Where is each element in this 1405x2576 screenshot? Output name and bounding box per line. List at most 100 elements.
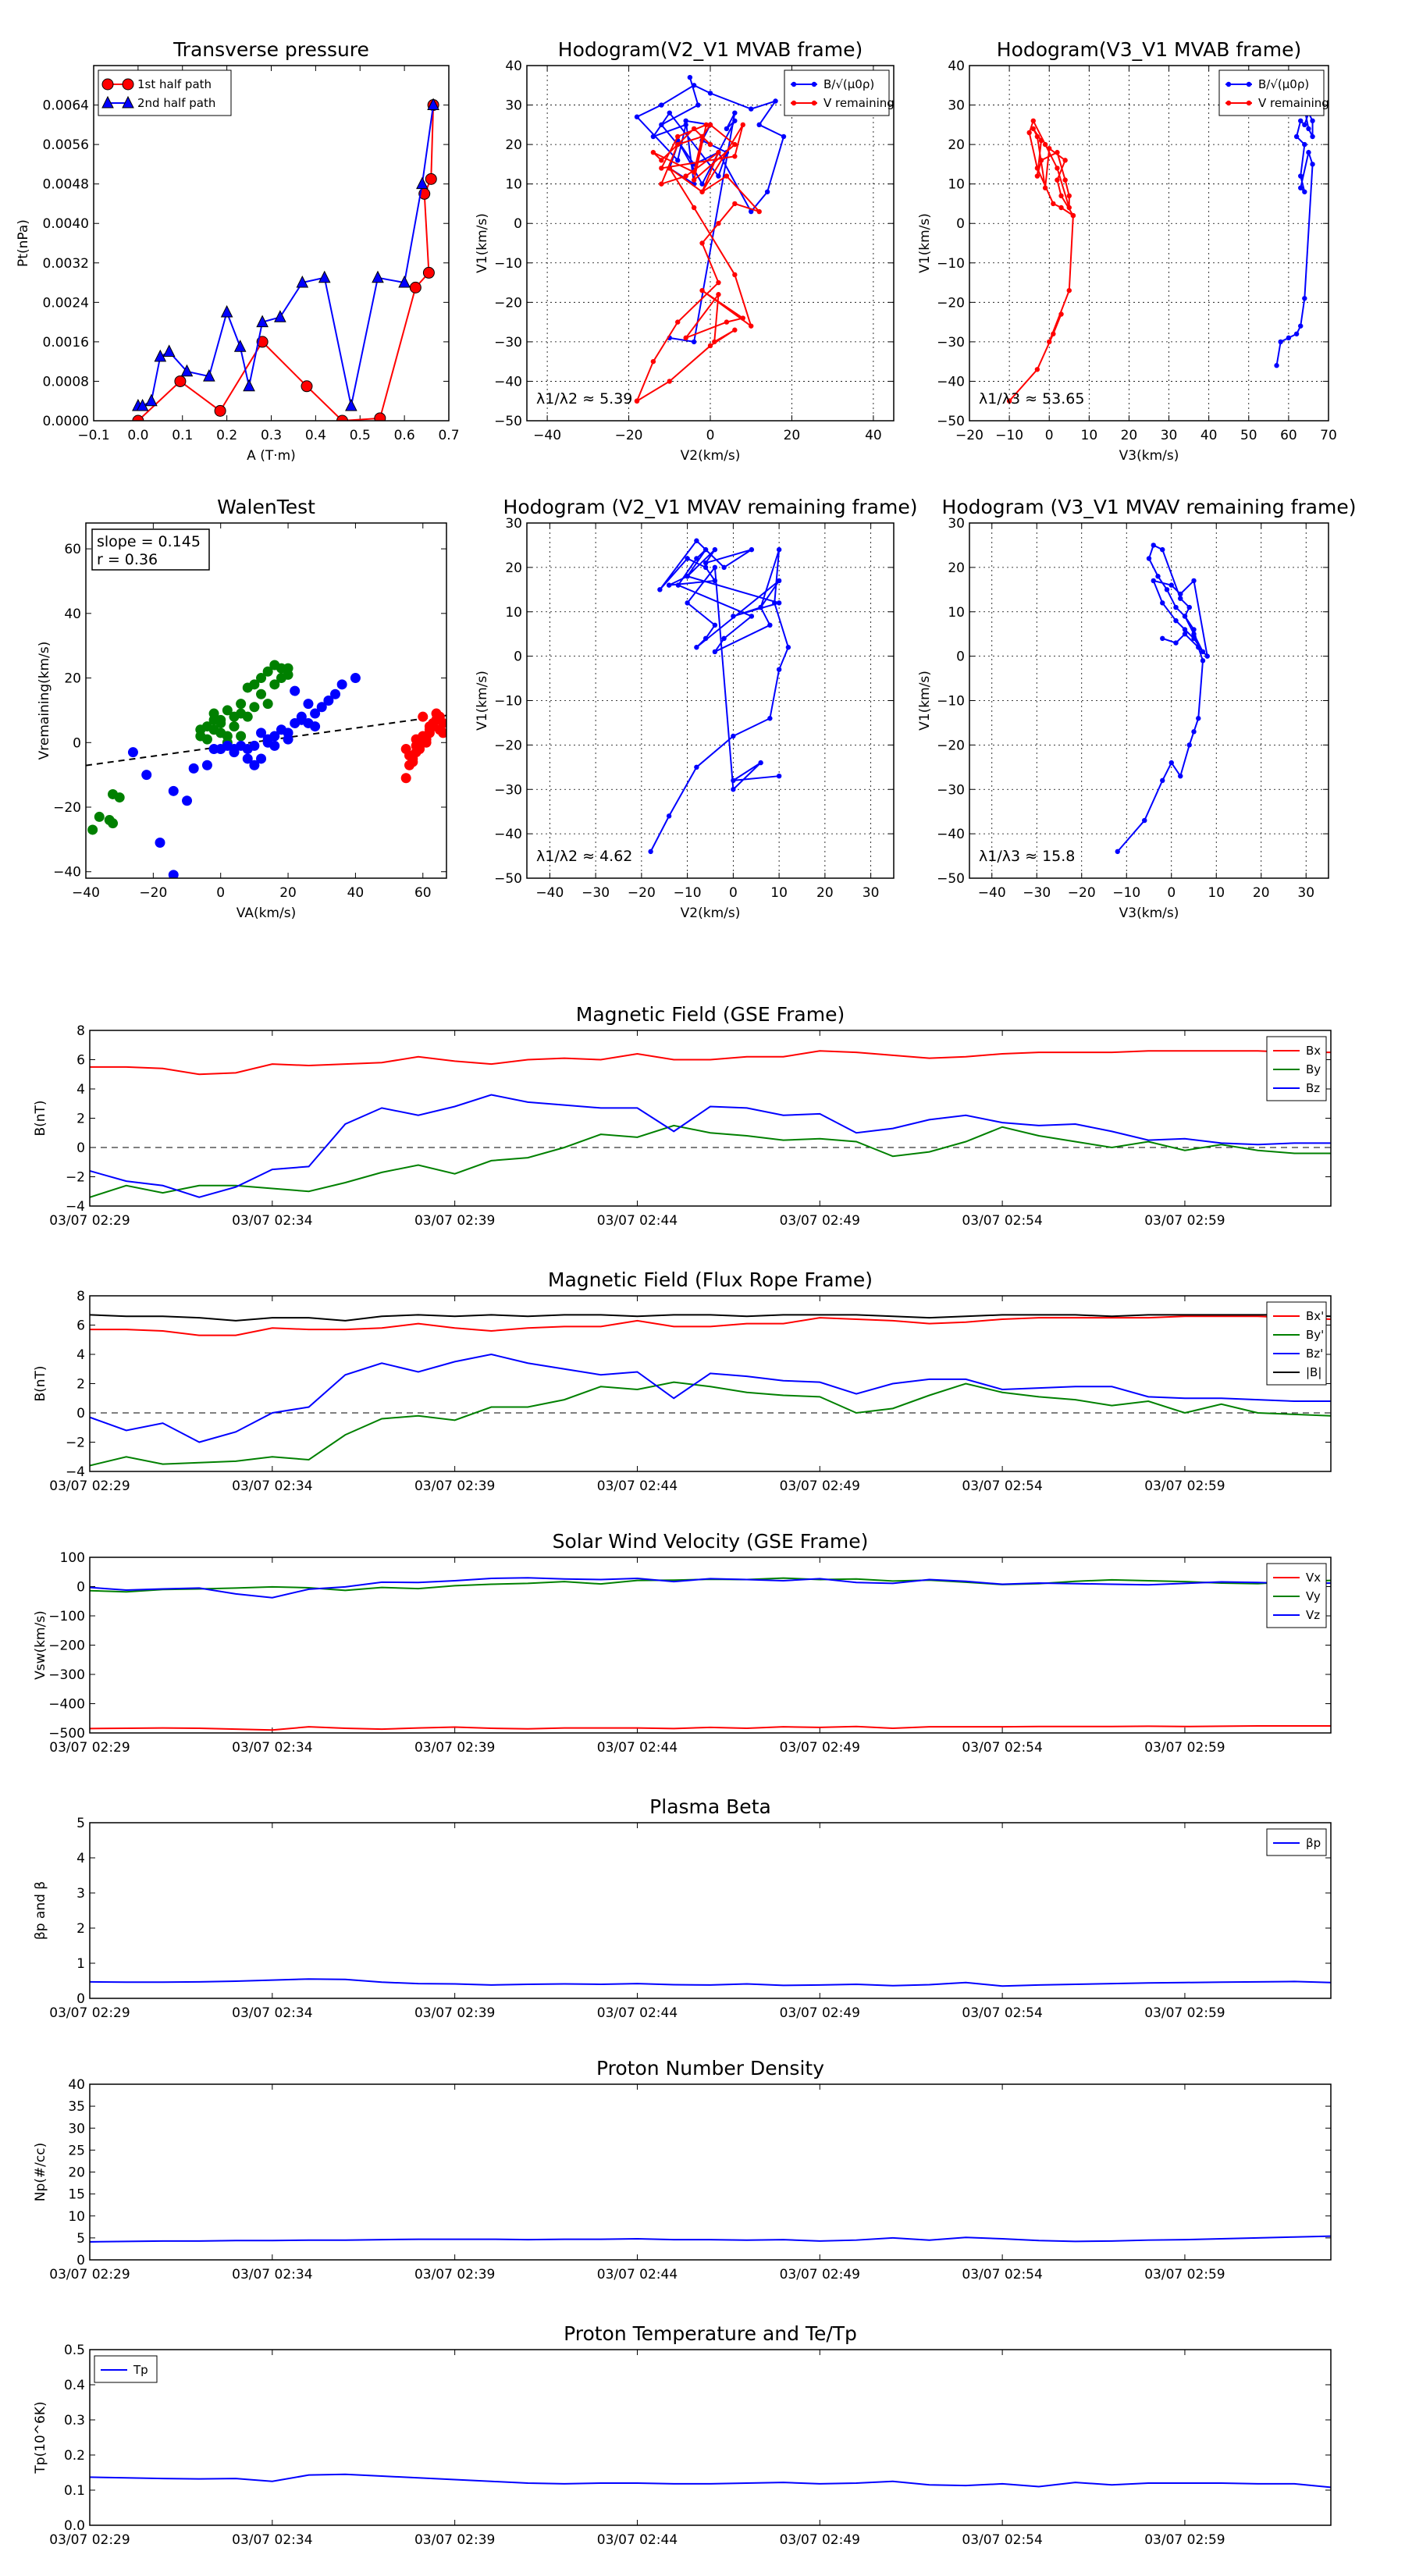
y-tick-label: 20 [64,671,81,687]
data-point [350,673,361,684]
plot-area [90,1314,1331,1467]
y-tick-label: −20 [494,738,522,753]
data-point [666,813,672,819]
y-tick-label: −20 [937,295,965,311]
data-point [180,364,194,377]
data-point [101,78,114,91]
data-point [724,126,730,132]
x-tick-label: 60 [414,885,432,901]
series-line [90,1725,1331,1731]
y-tick-label: 0.2 [64,2448,85,2464]
y-tick-label: −50 [937,871,965,887]
x-tick-label: 03/07 02:29 [49,1478,130,1494]
y-tick-label: 0 [76,1406,85,1421]
data-point [1142,817,1147,824]
data-point [427,98,439,111]
data-point [785,645,791,650]
y-tick-label: 40 [64,607,81,622]
x-tick-label: 03/07 02:49 [780,2267,860,2282]
y-tick-label: 20 [948,137,965,153]
series-line [635,76,785,343]
legend-label: By [1306,1062,1321,1076]
data-point [330,688,341,699]
data-point [1196,645,1201,650]
x-tick-label: 03/07 02:39 [414,2532,495,2548]
x-tick-label: 0.0 [127,428,148,443]
data-point [740,122,745,128]
chart-title: Proton Number Density [596,2057,824,2080]
data-point [650,358,656,365]
series-line [137,105,435,407]
y-tick-label: 6 [76,1318,85,1334]
data-point [691,205,697,211]
x-tick-label: 03/07 02:49 [780,1740,860,1756]
chart-wt: WalenTest −40 −20 0 20 40 60 −40 −20 0 20 40 60 VA(km… [37,496,447,921]
data-point [1042,185,1048,190]
x-tick-label: 20 [816,885,834,901]
data-point [1191,635,1197,642]
data-point [1168,582,1174,588]
data-point [749,614,755,619]
annotation-text: λ1/λ2 ≈ 5.39 [536,390,632,407]
y-tick-label: −40 [494,827,522,842]
y-tick-label: −10 [494,256,522,272]
x-tick-label: −30 [1023,885,1051,901]
data-point [749,323,754,329]
data-point [650,150,656,155]
data-point [675,141,681,148]
y-tick-label: 30 [948,516,965,532]
x-tick-label: 03/07 02:34 [232,2005,312,2021]
data-point [716,150,721,155]
x-tick-label: 03/07 02:59 [1144,1213,1225,1229]
y-tick-label: 1 [76,1956,85,1972]
data-point [772,600,777,606]
data-point [290,685,301,696]
data-point [716,173,721,179]
data-point [691,126,697,132]
data-point [702,635,709,642]
data-point [721,635,727,642]
data-point [276,673,286,684]
plot-area [86,660,446,878]
y-tick-label: −4 [66,1199,85,1215]
data-point [215,714,226,725]
data-point [425,173,437,185]
data-point [767,716,773,721]
data-point [712,546,718,553]
data-point [1186,604,1192,610]
y-tick-label: 0.0016 [43,335,89,350]
chart-title: Magnetic Field (Flux Rope Frame) [548,1268,873,1291]
chart-pt: Transverse pressure 0.0000 0.0008 0.0016 0.0… [16,38,460,464]
data-point [336,415,348,421]
data-point [94,811,105,822]
legend-box [98,69,232,116]
y-axis-label: Np(#/cc) [33,2143,48,2201]
data-point [1278,339,1283,345]
y-tick-label: 0 [76,1991,85,2007]
x-tick-label: −40 [72,885,100,901]
y-tick-label: 0.0064 [43,98,89,114]
data-point [707,122,713,128]
data-point [1160,600,1165,606]
x-tick-label: 40 [865,428,882,443]
data-point [283,728,293,738]
data-point [400,773,411,784]
series-line [90,1314,1331,1322]
data-point [724,173,730,179]
data-point [1302,189,1307,194]
data-point [1191,578,1197,584]
series-line [90,1353,1331,1443]
data-point [675,133,681,140]
y-tick-label: −40 [937,374,965,390]
y-axis-label: B(nT) [33,1365,48,1401]
x-axis-label: V2(km/s) [681,448,741,464]
annotation-text: λ1/λ3 ≈ 53.65 [979,390,1084,407]
data-point [776,546,782,553]
data-point [767,622,773,628]
y-tick-label: 0.0032 [43,256,89,272]
data-point [122,95,134,109]
x-tick-label: 03/07 02:34 [232,1213,312,1229]
data-point [421,737,432,748]
data-point [1146,556,1152,561]
x-tick-label: −20 [1068,885,1096,901]
